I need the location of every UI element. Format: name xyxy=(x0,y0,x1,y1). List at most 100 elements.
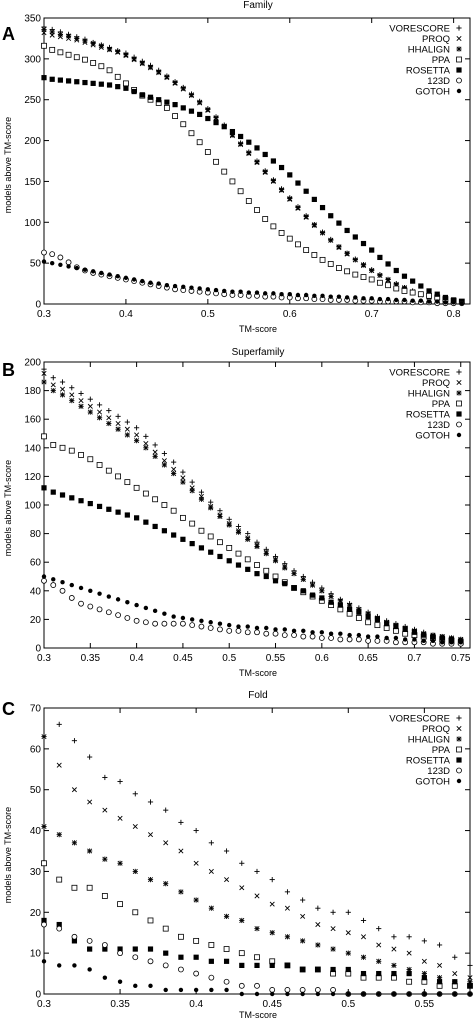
data-point xyxy=(406,950,412,956)
data-point xyxy=(161,502,168,508)
data-point xyxy=(418,298,424,303)
data-point xyxy=(346,991,351,997)
data-point xyxy=(443,300,448,305)
data-point xyxy=(142,490,149,497)
series-gotoh xyxy=(41,959,473,997)
data-point xyxy=(117,901,123,908)
data-point xyxy=(224,987,229,993)
data-point xyxy=(360,954,367,960)
data-point xyxy=(147,799,154,805)
data-point xyxy=(284,934,291,940)
data-point xyxy=(56,876,63,883)
legend-label: GOTOH xyxy=(415,87,450,98)
data-point xyxy=(161,458,167,464)
data-point xyxy=(319,204,326,211)
data-point xyxy=(239,991,244,997)
legend-label: HHALIGN xyxy=(408,389,450,400)
data-point xyxy=(263,573,269,580)
y-tick-label: 80 xyxy=(30,529,42,540)
x-tick-label: 0.35 xyxy=(81,653,101,664)
data-point xyxy=(337,602,343,608)
data-point xyxy=(467,991,473,997)
data-point xyxy=(315,905,321,911)
data-point xyxy=(300,588,306,594)
data-point xyxy=(88,588,93,593)
data-point xyxy=(300,897,306,903)
data-point xyxy=(315,991,321,997)
data-point xyxy=(124,512,130,518)
data-point xyxy=(254,954,260,961)
data-point xyxy=(238,133,244,140)
data-point xyxy=(344,295,350,300)
data-point xyxy=(205,106,211,113)
data-point xyxy=(238,141,244,147)
data-point xyxy=(97,591,102,596)
data-point xyxy=(347,606,353,612)
data-point xyxy=(284,889,291,895)
data-point xyxy=(213,119,219,126)
data-point xyxy=(197,99,203,105)
data-point xyxy=(163,104,170,111)
data-point xyxy=(374,622,381,629)
data-point xyxy=(170,620,177,627)
data-point xyxy=(161,462,167,468)
data-point xyxy=(208,505,214,511)
data-point xyxy=(263,567,270,574)
data-point xyxy=(180,479,186,485)
data-point xyxy=(115,413,121,419)
data-point xyxy=(205,287,211,292)
data-point xyxy=(59,392,66,398)
y-tick-label: 60 xyxy=(30,558,42,569)
data-point xyxy=(345,966,351,973)
data-point xyxy=(133,983,138,989)
data-point xyxy=(143,445,149,451)
data-point xyxy=(291,571,297,577)
data-point xyxy=(272,558,279,564)
data-point xyxy=(217,626,223,633)
data-point xyxy=(105,609,112,616)
panel-b: B Superfamily models above TM-score TM-s… xyxy=(2,347,471,678)
data-point xyxy=(180,121,187,128)
data-point xyxy=(344,250,350,256)
data-point xyxy=(71,933,78,940)
data-point xyxy=(189,520,196,527)
y-tick-label: 120 xyxy=(24,472,41,483)
data-point xyxy=(422,991,427,997)
data-point xyxy=(254,926,260,932)
legend-label: PROQ xyxy=(422,34,450,45)
data-point xyxy=(436,979,443,985)
plot-area: 0 20 40 60 80 100 120 140 160 180 200 0.3 0.35 0.4 0.4… xyxy=(24,358,471,665)
data-point xyxy=(139,92,145,98)
data-point xyxy=(161,528,167,534)
data-point xyxy=(286,235,293,242)
data-point xyxy=(50,382,56,388)
data-point xyxy=(147,94,154,100)
data-point xyxy=(393,285,400,292)
data-point xyxy=(170,507,177,514)
data-point xyxy=(391,934,397,940)
data-point xyxy=(96,402,103,408)
data-point xyxy=(391,970,397,977)
y-axis-label: models above TM-score xyxy=(3,117,13,213)
data-point xyxy=(132,823,138,830)
data-point xyxy=(152,608,158,614)
data-point xyxy=(189,488,195,494)
data-point xyxy=(376,991,381,997)
data-point xyxy=(188,108,195,114)
data-point xyxy=(410,278,416,284)
data-point xyxy=(393,267,399,274)
data-point xyxy=(360,917,367,924)
data-point xyxy=(180,469,186,475)
data-point xyxy=(106,67,113,74)
data-point xyxy=(360,970,367,977)
data-point xyxy=(193,937,200,944)
data-point xyxy=(376,926,382,932)
data-point xyxy=(117,950,123,957)
data-point xyxy=(384,621,390,627)
data-point xyxy=(69,385,75,391)
y-tick-label: 10 xyxy=(30,949,42,960)
data-point xyxy=(189,479,195,485)
data-point xyxy=(163,987,168,993)
data-point xyxy=(315,942,321,948)
